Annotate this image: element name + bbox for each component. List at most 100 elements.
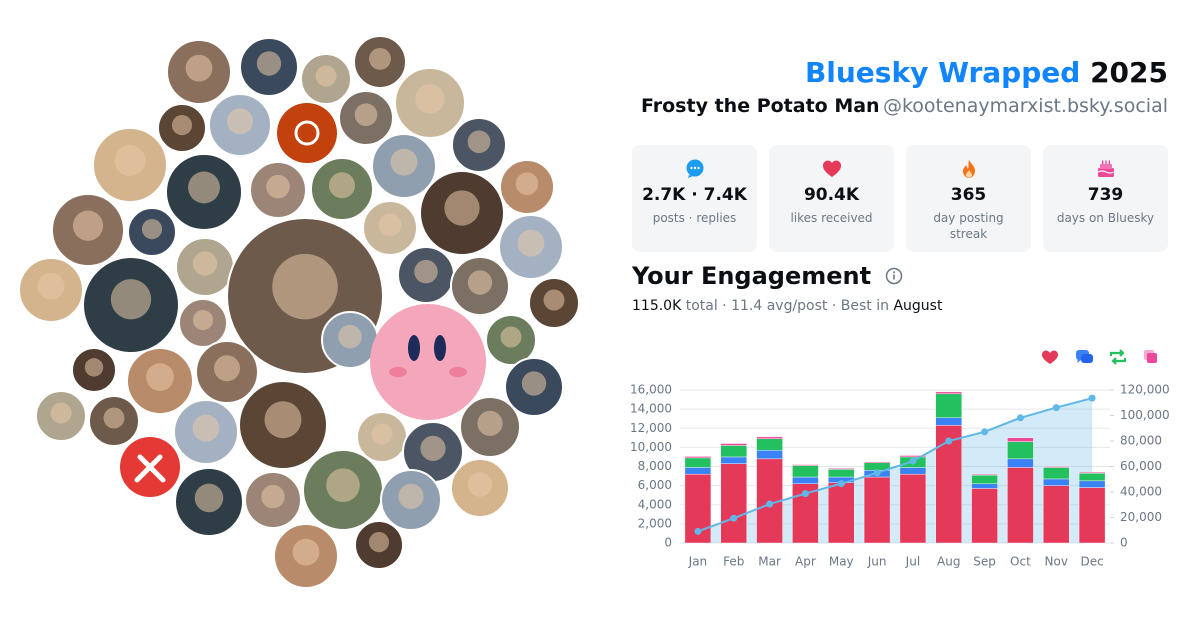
stat-label: day posting streak xyxy=(933,211,1004,241)
kirby-cheek xyxy=(389,367,407,377)
avatar-face xyxy=(444,190,480,226)
title-brand: Bluesky Wrapped xyxy=(804,56,1081,89)
avatar-face xyxy=(515,172,539,196)
bar-segment xyxy=(971,473,998,476)
avatar-face xyxy=(261,484,285,509)
x-tick-label: Jul xyxy=(905,555,920,569)
bar-segment xyxy=(720,445,747,458)
y-tick-label: 2,000 xyxy=(638,516,672,530)
bar-segment xyxy=(828,469,855,478)
avatar-face xyxy=(37,272,65,300)
y-tick-label: 16,000 xyxy=(630,383,672,397)
avatar-face xyxy=(517,229,545,257)
x-tick-label: Dec xyxy=(1080,555,1103,569)
avatar-face xyxy=(368,532,390,553)
bar-segment xyxy=(935,417,962,426)
stat-value: 365 xyxy=(950,185,987,205)
y-tick-label: 14,000 xyxy=(630,402,672,416)
streak-icon xyxy=(962,160,975,178)
x-tick-label: Apr xyxy=(795,555,816,569)
bar-segment xyxy=(1078,487,1106,544)
bar-segment xyxy=(899,467,927,475)
legend xyxy=(1042,349,1157,365)
bar-segment xyxy=(1007,441,1034,460)
x-tick-label: Mar xyxy=(758,555,781,569)
bar-segment xyxy=(756,450,783,460)
y2-tick-label: 40,000 xyxy=(1120,485,1162,499)
cumulative-point xyxy=(1016,414,1024,422)
y2-tick-label: 60,000 xyxy=(1120,459,1162,473)
bar-segment xyxy=(899,455,927,458)
avatar-face xyxy=(467,130,491,154)
avatar-face xyxy=(326,468,360,503)
avatar-face xyxy=(103,407,125,429)
bar-segment xyxy=(756,438,783,451)
cumulative-point xyxy=(694,527,702,535)
bar-segment xyxy=(971,483,998,489)
avatar-face xyxy=(185,54,213,82)
tools-icon xyxy=(134,454,166,483)
avatar-face xyxy=(369,47,391,70)
cumulative-point xyxy=(1088,394,1096,402)
avatar-face xyxy=(194,483,224,513)
display-name: Frosty the Potato Man xyxy=(641,95,880,117)
cumulative-point xyxy=(1052,404,1060,412)
avatar[interactable] xyxy=(277,103,337,163)
bar-segment xyxy=(863,461,891,463)
bar-segment xyxy=(1043,485,1070,544)
avatar-face xyxy=(338,324,362,349)
bar-segment xyxy=(720,463,747,544)
bar-segment xyxy=(863,476,891,544)
avatar-face xyxy=(378,213,402,237)
avatar-face xyxy=(141,219,163,240)
avatar-face xyxy=(256,51,282,76)
summary-total: 115.0K xyxy=(632,298,682,314)
cumulative-point xyxy=(837,480,845,488)
y2-tick-label: 100,000 xyxy=(1120,408,1170,422)
bar-segment xyxy=(1078,472,1106,474)
avatar-face xyxy=(371,423,393,445)
avatar-face xyxy=(414,259,438,284)
cumulative-point xyxy=(909,457,917,465)
legend-reposts[interactable] xyxy=(1109,349,1127,365)
bar-segment xyxy=(792,464,819,466)
stat-card: 365 day posting streak xyxy=(906,145,1031,252)
bar-segment xyxy=(1043,467,1070,480)
avatar-face xyxy=(500,326,522,348)
avatar-face xyxy=(188,171,220,204)
y-tick-label: 12,000 xyxy=(630,421,672,435)
stat-label: days on Bluesky xyxy=(1056,211,1155,225)
info-icon[interactable] xyxy=(885,267,903,285)
avatar-face xyxy=(415,84,445,114)
avatar-face xyxy=(390,148,418,176)
avatar-face xyxy=(543,289,565,311)
x-tick-label: Jun xyxy=(867,555,887,569)
likes-icon xyxy=(822,160,841,177)
avatar-face xyxy=(420,435,446,461)
cumulative-point xyxy=(873,469,881,477)
legend-replies[interactable] xyxy=(1076,350,1093,363)
title-year: 2025 xyxy=(1090,56,1168,89)
x-tick-label: May xyxy=(829,555,854,569)
avatar-face xyxy=(192,251,218,276)
avatar-face xyxy=(315,65,337,87)
stat-card: 2.7K · 7.4K posts · replies xyxy=(632,145,757,252)
x-tick-label: Sep xyxy=(973,555,996,569)
avatar-face xyxy=(477,410,503,436)
bar-segment xyxy=(935,391,962,395)
legend-likes[interactable] xyxy=(1042,350,1058,365)
avatar-face xyxy=(264,401,302,439)
avatar-face xyxy=(84,358,104,377)
kirby-eye xyxy=(434,335,446,361)
bar-segment xyxy=(1078,480,1106,488)
y2-tick-label: 80,000 xyxy=(1120,434,1162,448)
bar-segment xyxy=(684,467,712,475)
bar-segment xyxy=(1043,478,1070,486)
cumulative-point xyxy=(945,437,953,445)
avatar-face xyxy=(467,472,493,497)
cumulative-line xyxy=(697,397,1093,533)
legend-quotes[interactable] xyxy=(1144,350,1157,363)
bar-segment xyxy=(828,482,855,544)
avatar[interactable] xyxy=(370,304,486,420)
bar-segment xyxy=(684,457,712,468)
